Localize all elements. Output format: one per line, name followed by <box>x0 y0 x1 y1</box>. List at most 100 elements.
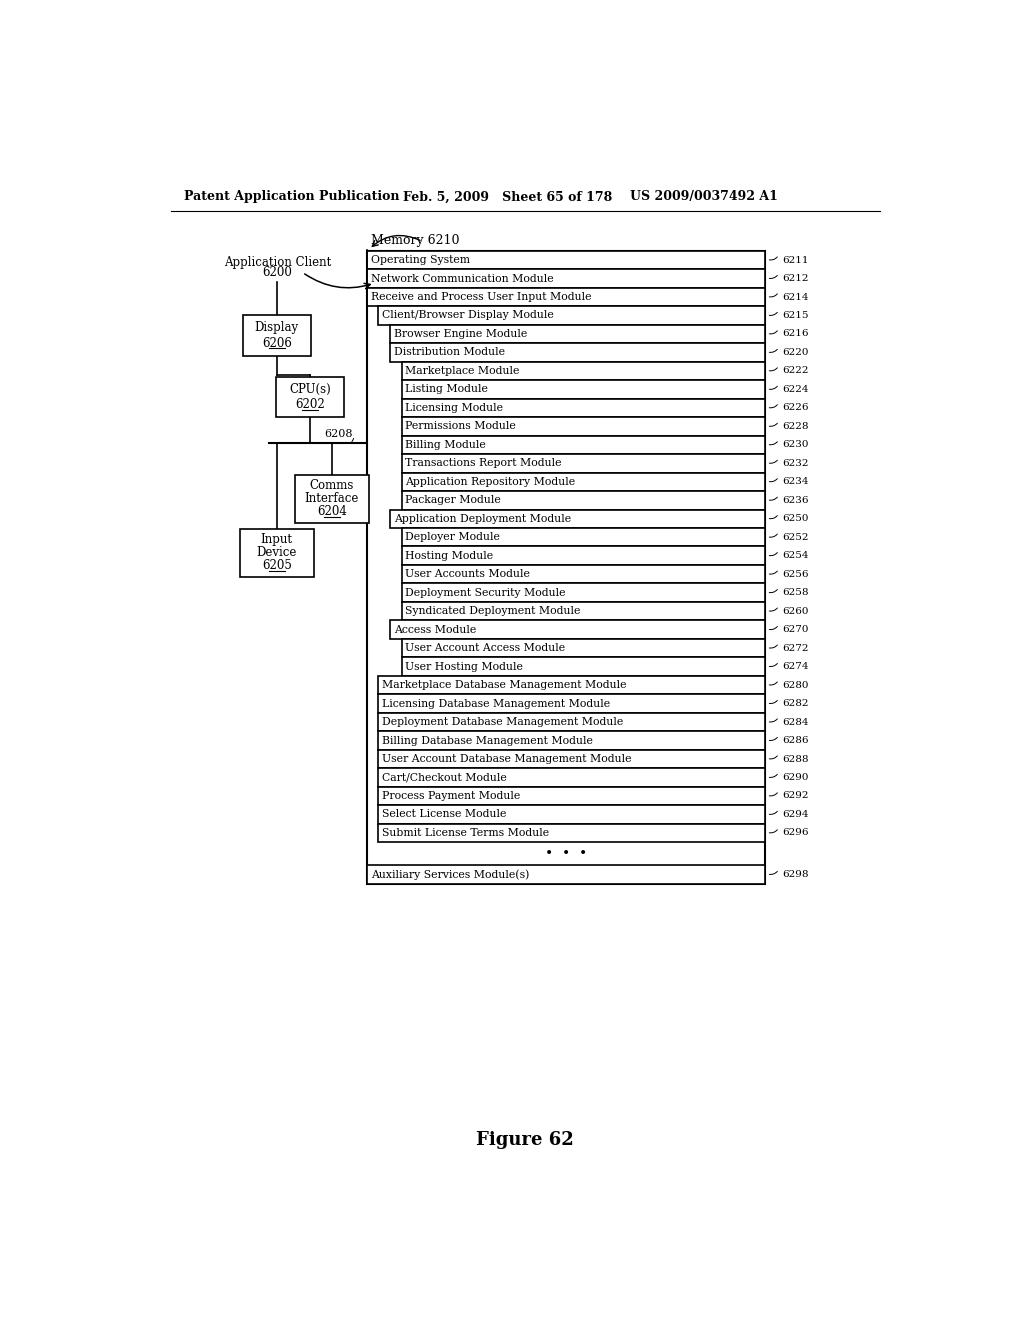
FancyBboxPatch shape <box>401 657 765 676</box>
FancyBboxPatch shape <box>378 713 765 731</box>
Text: Application Client: Application Client <box>224 256 331 269</box>
Text: Deployment Security Module: Deployment Security Module <box>406 587 566 598</box>
Text: Billing Module: Billing Module <box>406 440 486 450</box>
FancyBboxPatch shape <box>401 399 765 417</box>
Text: 6215: 6215 <box>782 312 809 319</box>
Text: Application Repository Module: Application Repository Module <box>406 477 575 487</box>
Text: Permissions Module: Permissions Module <box>406 421 516 432</box>
Text: Application Deployment Module: Application Deployment Module <box>394 513 571 524</box>
FancyBboxPatch shape <box>401 528 765 546</box>
Text: Licensing Database Management Module: Licensing Database Management Module <box>382 698 610 709</box>
Text: Figure 62: Figure 62 <box>476 1131 573 1150</box>
FancyBboxPatch shape <box>378 824 765 842</box>
Text: 6222: 6222 <box>782 367 809 375</box>
Text: User Accounts Module: User Accounts Module <box>406 569 530 579</box>
Text: 6214: 6214 <box>782 293 809 301</box>
Text: 6298: 6298 <box>782 870 809 879</box>
FancyBboxPatch shape <box>276 378 344 417</box>
Text: 6292: 6292 <box>782 792 809 800</box>
Text: 6208: 6208 <box>325 429 353 440</box>
Text: 6232: 6232 <box>782 459 809 467</box>
FancyBboxPatch shape <box>367 866 765 884</box>
Text: User Account Database Management Module: User Account Database Management Module <box>382 754 632 764</box>
FancyBboxPatch shape <box>401 583 765 602</box>
Text: 6204: 6204 <box>316 506 347 519</box>
FancyBboxPatch shape <box>367 269 765 288</box>
FancyBboxPatch shape <box>401 362 765 380</box>
FancyBboxPatch shape <box>240 529 313 577</box>
Text: US 2009/0037492 A1: US 2009/0037492 A1 <box>630 190 778 203</box>
FancyBboxPatch shape <box>378 306 765 325</box>
Text: Distribution Module: Distribution Module <box>394 347 505 358</box>
Text: User Account Access Module: User Account Access Module <box>406 643 565 653</box>
Text: 6205: 6205 <box>262 560 292 572</box>
Text: Auxiliary Services Module(s): Auxiliary Services Module(s) <box>371 869 529 880</box>
Text: Marketplace Module: Marketplace Module <box>406 366 520 376</box>
Text: 6284: 6284 <box>782 718 809 726</box>
FancyBboxPatch shape <box>367 251 765 884</box>
FancyBboxPatch shape <box>390 620 765 639</box>
Text: Select License Module: Select License Module <box>382 809 507 820</box>
FancyBboxPatch shape <box>401 491 765 510</box>
Text: 6200: 6200 <box>262 265 293 279</box>
Text: 6272: 6272 <box>782 644 809 652</box>
Text: 6282: 6282 <box>782 700 809 708</box>
FancyBboxPatch shape <box>390 343 765 362</box>
FancyBboxPatch shape <box>401 436 765 454</box>
Text: Hosting Module: Hosting Module <box>406 550 494 561</box>
FancyBboxPatch shape <box>390 325 765 343</box>
FancyBboxPatch shape <box>401 380 765 399</box>
Text: Receive and Process User Input Module: Receive and Process User Input Module <box>371 292 591 302</box>
Text: •  •  •: • • • <box>545 846 587 861</box>
FancyBboxPatch shape <box>390 510 765 528</box>
FancyBboxPatch shape <box>401 417 765 436</box>
Text: 6296: 6296 <box>782 829 809 837</box>
Text: 6250: 6250 <box>782 515 809 523</box>
Text: 6254: 6254 <box>782 552 809 560</box>
Text: 6234: 6234 <box>782 478 809 486</box>
Text: Display: Display <box>255 321 299 334</box>
FancyBboxPatch shape <box>378 787 765 805</box>
Text: Transactions Report Module: Transactions Report Module <box>406 458 562 469</box>
Text: Marketplace Database Management Module: Marketplace Database Management Module <box>382 680 627 690</box>
FancyBboxPatch shape <box>367 288 765 306</box>
FancyBboxPatch shape <box>367 251 765 269</box>
FancyBboxPatch shape <box>401 639 765 657</box>
FancyBboxPatch shape <box>401 546 765 565</box>
Text: 6206: 6206 <box>262 337 292 350</box>
Text: Licensing Module: Licensing Module <box>406 403 504 413</box>
Text: 6260: 6260 <box>782 607 809 615</box>
Text: Feb. 5, 2009   Sheet 65 of 178: Feb. 5, 2009 Sheet 65 of 178 <box>403 190 612 203</box>
Text: Listing Module: Listing Module <box>406 384 488 395</box>
FancyBboxPatch shape <box>378 676 765 694</box>
FancyBboxPatch shape <box>401 602 765 620</box>
FancyBboxPatch shape <box>401 565 765 583</box>
Text: 6294: 6294 <box>782 810 809 818</box>
FancyBboxPatch shape <box>401 473 765 491</box>
Text: 6256: 6256 <box>782 570 809 578</box>
Text: 6290: 6290 <box>782 774 809 781</box>
Text: User Hosting Module: User Hosting Module <box>406 661 523 672</box>
FancyBboxPatch shape <box>378 750 765 768</box>
FancyBboxPatch shape <box>401 454 765 473</box>
Text: 6230: 6230 <box>782 441 809 449</box>
Text: CPU(s): CPU(s) <box>289 383 331 396</box>
Text: 6252: 6252 <box>782 533 809 541</box>
Text: 6228: 6228 <box>782 422 809 430</box>
Text: 6211: 6211 <box>782 256 809 264</box>
Text: Operating System: Operating System <box>371 255 470 265</box>
Text: 6216: 6216 <box>782 330 809 338</box>
Text: 6220: 6220 <box>782 348 809 356</box>
Text: Patent Application Publication: Patent Application Publication <box>183 190 399 203</box>
Text: Process Payment Module: Process Payment Module <box>382 791 520 801</box>
Text: Comms: Comms <box>309 479 354 492</box>
Text: Cart/Checkout Module: Cart/Checkout Module <box>382 772 507 783</box>
Text: Packager Module: Packager Module <box>406 495 501 506</box>
Text: Deployment Database Management Module: Deployment Database Management Module <box>382 717 624 727</box>
Text: Submit License Terms Module: Submit License Terms Module <box>382 828 549 838</box>
FancyBboxPatch shape <box>295 475 369 523</box>
FancyBboxPatch shape <box>378 694 765 713</box>
Text: 6202: 6202 <box>295 399 325 412</box>
Text: Device: Device <box>257 546 297 560</box>
Text: 6286: 6286 <box>782 737 809 744</box>
